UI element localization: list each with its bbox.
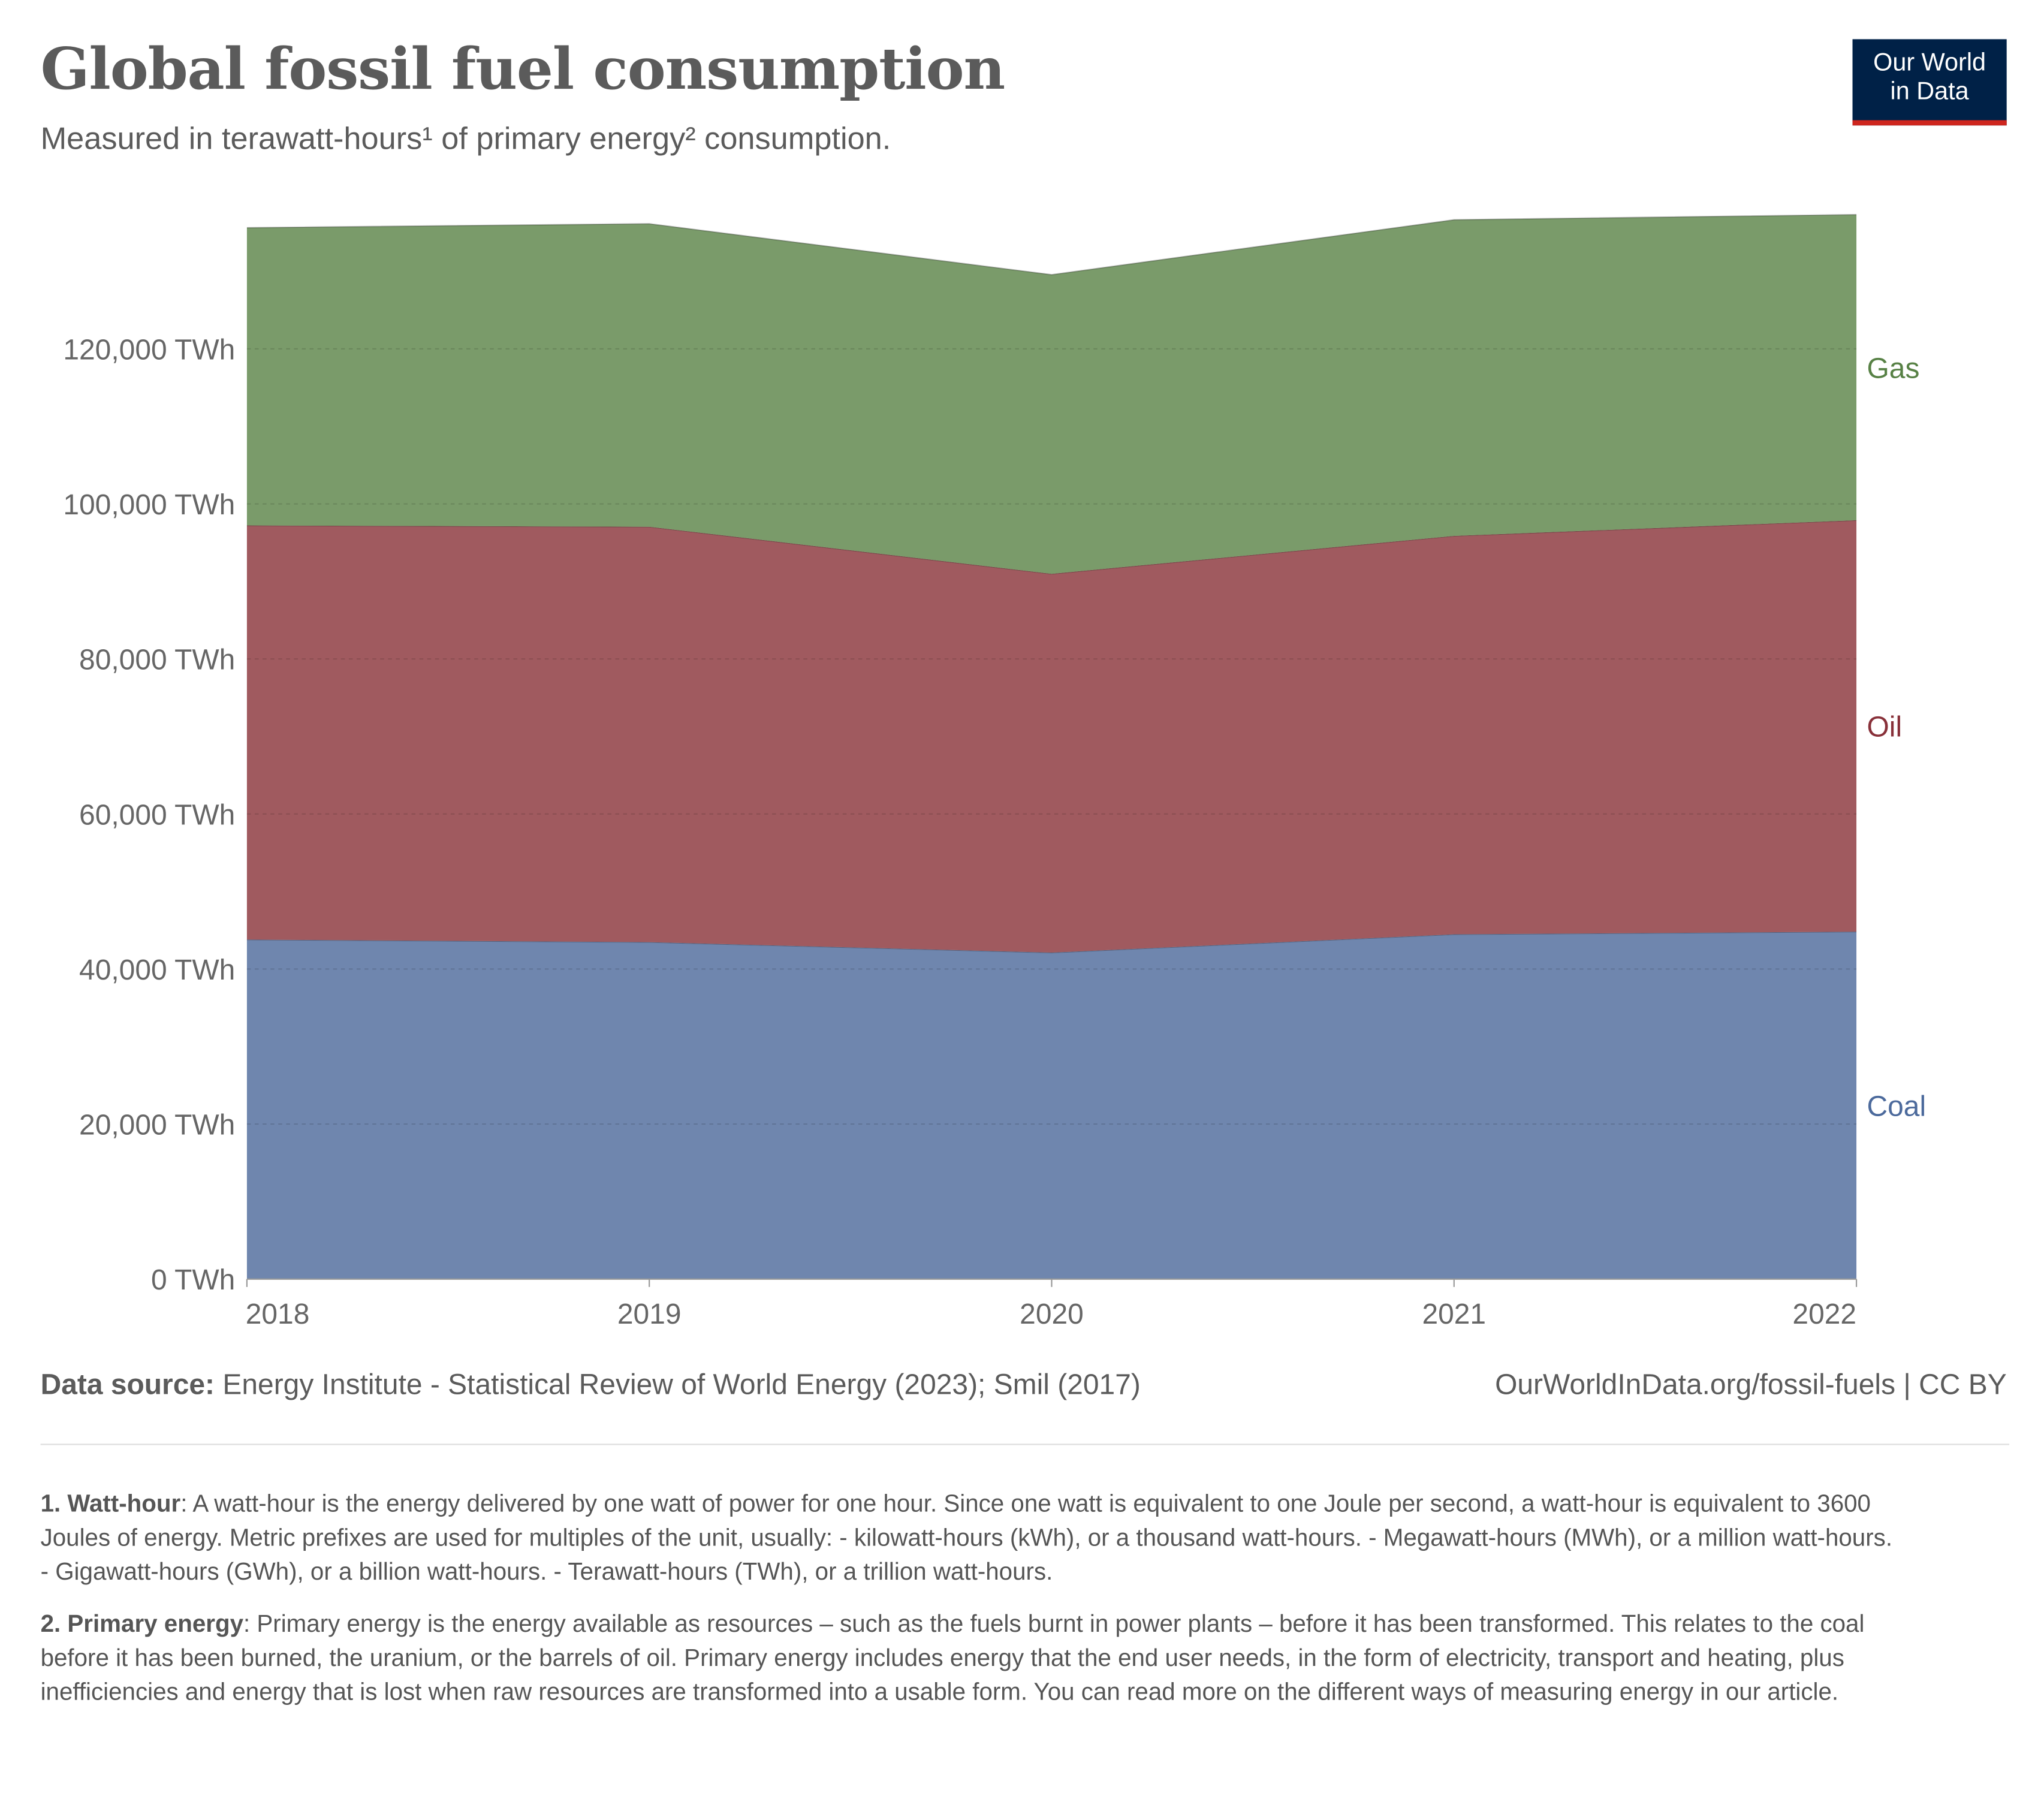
y-tick-label: 40,000 TWh bbox=[79, 954, 235, 986]
source-url-link[interactable]: OurWorldInData.org/fossil-fuels | CC BY bbox=[1495, 1367, 2007, 1401]
x-tick-label: 2022 bbox=[1792, 1298, 1856, 1330]
y-tick-label: 120,000 TWh bbox=[63, 334, 235, 366]
chart-subtitle: Measured in terawatt-hours¹ of primary e… bbox=[40, 121, 891, 157]
y-tick-label: 100,000 TWh bbox=[63, 489, 235, 521]
data-source: Data source: Energy Institute - Statisti… bbox=[41, 1368, 1141, 1402]
chart-title: Global fossil fuel consumption bbox=[40, 37, 1006, 104]
source-label: Data source: bbox=[40, 1367, 215, 1401]
x-tick-label: 2018 bbox=[246, 1298, 310, 1330]
logo-line-1: Our World bbox=[1873, 49, 1986, 77]
area-coal[interactable] bbox=[246, 932, 1857, 1279]
area-oil[interactable] bbox=[246, 520, 1857, 953]
x-tick-label: 2021 bbox=[1422, 1298, 1486, 1330]
source-text: Energy Institute - Statistical Review of… bbox=[222, 1367, 1141, 1401]
footnote-2-text: : Primary energy is the energy available… bbox=[40, 1610, 1865, 1706]
stacked-area-chart: Coal Oil Gas 0 TWh 20,000 TWh 40,000 TWh 60,00… bbox=[63, 213, 1927, 1330]
y-tick-label: 0 TWh bbox=[151, 1264, 235, 1296]
divider bbox=[40, 1444, 2010, 1445]
y-tick-label: 60,000 TWh bbox=[79, 799, 235, 831]
footnote-1-text: : A watt-hour is the energy delivered by… bbox=[40, 1489, 1893, 1585]
y-tick-label: 20,000 TWh bbox=[79, 1110, 235, 1141]
logo-line-2: in Data bbox=[1890, 78, 1969, 106]
legend-label-gas[interactable]: Gas bbox=[1867, 352, 1920, 384]
area-gas[interactable] bbox=[246, 214, 1857, 574]
legend-label-oil[interactable]: Oil bbox=[1867, 711, 1903, 743]
y-tick-label: 80,000 TWh bbox=[79, 644, 235, 676]
footnote-1: 1. Watt-hour: A watt-hour is the energy … bbox=[41, 1487, 1896, 1589]
area-gas-edge bbox=[246, 213, 1857, 276]
footnote-1-term: 1. Watt-hour bbox=[40, 1489, 181, 1517]
footnote-2-term: 2. Primary energy bbox=[40, 1610, 243, 1637]
legend-label-coal[interactable]: Coal bbox=[1867, 1090, 1927, 1122]
footnote-2: 2. Primary energy: Primary energy is the… bbox=[41, 1607, 1896, 1709]
footnotes: 1. Watt-hour: A watt-hour is the energy … bbox=[41, 1487, 1896, 1727]
x-tick-label: 2020 bbox=[1020, 1298, 1084, 1330]
owid-logo[interactable]: Our World in Data bbox=[1852, 39, 2007, 126]
x-tick-label: 2019 bbox=[617, 1298, 682, 1330]
